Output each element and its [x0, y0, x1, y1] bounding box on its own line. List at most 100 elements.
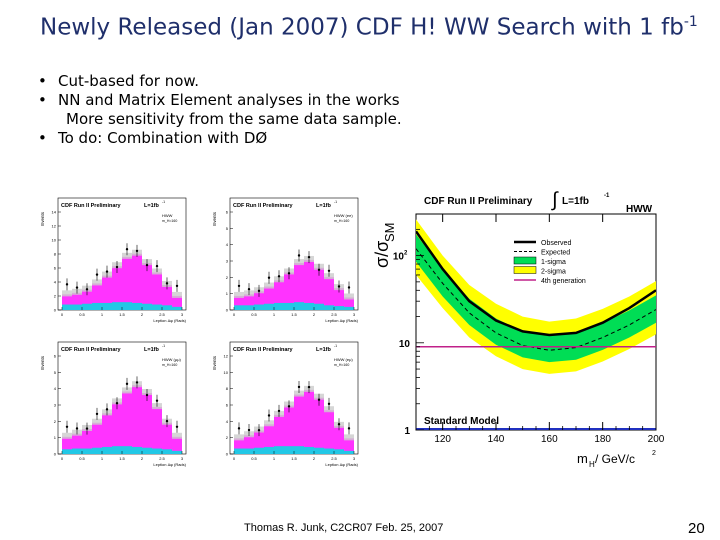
mini-tag: HWW (eμ) — [334, 357, 353, 362]
mini-x-tick-label: 3 — [353, 312, 356, 317]
mini-y-tick-label: 2 — [226, 435, 229, 440]
mini-bar-small-background — [294, 302, 304, 310]
mini-header: CDF Run II Preliminary — [233, 347, 294, 353]
mini-bar-small-background — [324, 448, 334, 454]
mini-bar-small-background — [334, 449, 344, 454]
mini-bar-background — [72, 292, 82, 310]
mini-y-tick-label: 4 — [54, 386, 57, 391]
channel-label: HWW — [626, 204, 653, 215]
mini-lumi: L=1fb — [316, 347, 331, 353]
mini-x-tick-label: 2.5 — [331, 312, 337, 317]
mini-panel: CDF Run II Preliminary L=1fb-1 HWW (ee)m_H… — [212, 197, 359, 323]
mini-y-tick-label: 2 — [226, 275, 229, 280]
mini-bar-uncertainty — [294, 259, 304, 266]
mini-y-tick-label: 6 — [226, 403, 229, 408]
mini-mass: m_H=160 — [162, 363, 177, 367]
mini-lumi: L=1fb — [316, 203, 331, 209]
mini-x-tick-label: 0.5 — [79, 456, 85, 461]
mini-bar-small-background — [142, 447, 152, 454]
mini-bar-background — [264, 424, 274, 454]
mini-xlabel: Leption Δφ (Rads) — [325, 462, 358, 467]
mini-tag: HWW (ee) — [334, 213, 353, 218]
mini-bar-background — [344, 297, 354, 310]
mini-bar-small-background — [62, 449, 72, 454]
mini-x-tick-label: 1.5 — [291, 456, 297, 461]
mini-bar-small-background — [254, 304, 264, 310]
bullet-dot: • — [38, 91, 47, 109]
mini-lumi-sup: -1 — [162, 200, 165, 204]
band-1-sigma — [416, 234, 656, 363]
mini-bar-background — [254, 430, 264, 454]
mini-lumi: L=1fb — [144, 203, 159, 209]
mini-panel: CDF Run II Preliminary L=1fb-1 HWW (μμ)m_H… — [40, 341, 187, 467]
y-axis-label: σ/σ — [372, 241, 392, 268]
mini-bar-small-background — [132, 302, 142, 310]
mini-bar-background — [234, 438, 244, 454]
mini-x-tick-label: 2.5 — [159, 312, 165, 317]
mini-bar-uncertainty — [294, 390, 304, 397]
bullet-list: • Cut-based for now. • NN and Matrix Eleme… — [38, 72, 402, 148]
mini-bar-small-background — [284, 446, 294, 454]
mini-bar-background — [284, 272, 294, 310]
mini-bar-background — [334, 425, 344, 454]
mini-x-tick-label: 1 — [101, 312, 104, 317]
mini-y-tick-label: 4 — [54, 280, 57, 285]
mini-x-tick-label: 0 — [233, 312, 236, 317]
mini-bar-background — [112, 266, 122, 310]
mini-bar-background — [62, 294, 72, 310]
mini-y-tick-label: 12 — [224, 354, 229, 359]
mini-y-tick-label: 2 — [54, 419, 57, 424]
mini-xlabel: Leption Δφ (Rads) — [153, 462, 186, 467]
mini-bar-background — [314, 397, 324, 454]
mini-y-tick-label: 10 — [52, 238, 57, 243]
chart-header: CDF Run II Preliminary ∫ L=1fb -1 HWW — [424, 189, 653, 215]
mini-y-tick-label: 1 — [226, 291, 229, 296]
slide-title: Newly Released (Jan 2007) CDF H! WW Sear… — [40, 14, 698, 41]
legend-label: Observed — [541, 240, 571, 247]
mini-bar-background — [102, 275, 112, 310]
mini-bar-uncertainty — [92, 279, 102, 286]
mini-bar-background — [72, 433, 82, 454]
integral-sign: ∫ — [551, 189, 559, 211]
mini-bar-background — [162, 422, 172, 454]
mini-bar-small-background — [304, 446, 314, 454]
mini-bar-small-background — [72, 304, 82, 310]
mini-bar-small-background — [324, 305, 334, 310]
mini-y-tick-label: 2 — [54, 294, 57, 299]
mini-bar-background — [92, 283, 102, 310]
mini-bar-uncertainty — [122, 252, 132, 259]
bullet-item: • Cut-based for now. — [38, 72, 402, 91]
title-superscript: -1 — [683, 14, 698, 30]
mini-y-tick-label: 1 — [54, 435, 57, 440]
mini-bar-small-background — [314, 303, 324, 310]
mini-y-tick-label: 6 — [54, 354, 57, 359]
mini-bar-small-background — [62, 304, 72, 310]
mini-bar-small-background — [92, 447, 102, 454]
mini-bar-background — [264, 286, 274, 310]
mini-bar-background — [274, 414, 284, 454]
mini-bar-background — [142, 263, 152, 310]
mini-bar-small-background — [162, 305, 172, 310]
mini-bar-background — [304, 259, 314, 310]
mini-bar-background — [314, 267, 324, 310]
mini-tag: HWW — [162, 213, 173, 218]
mini-y-tick-label: 0 — [226, 452, 229, 457]
mini-bar-small-background — [102, 302, 112, 310]
legend: Observed Expected 1-sigma 2-sigma 4th genera… — [513, 240, 586, 285]
mini-bar-small-background — [294, 446, 304, 454]
line-expected — [416, 248, 656, 351]
mini-bar-background — [82, 428, 92, 454]
mini-bar-small-background — [254, 447, 264, 454]
y-axis-title: σ/σ SM — [372, 223, 397, 269]
mini-xlabel: Leption Δφ (Rads) — [153, 318, 186, 323]
mini-bar-background — [324, 410, 334, 454]
legend-label: 4th generation — [541, 278, 586, 285]
mini-bar-uncertainty — [62, 290, 72, 297]
bullet-text: NN and Matrix Element analyses in the wo… — [58, 91, 400, 109]
mini-bar-uncertainty — [344, 434, 354, 441]
bullet-dot: • — [38, 129, 47, 147]
x-tick-label: 120 — [434, 434, 451, 445]
mini-bar-small-background — [72, 448, 82, 454]
mini-bar-small-background — [152, 304, 162, 310]
